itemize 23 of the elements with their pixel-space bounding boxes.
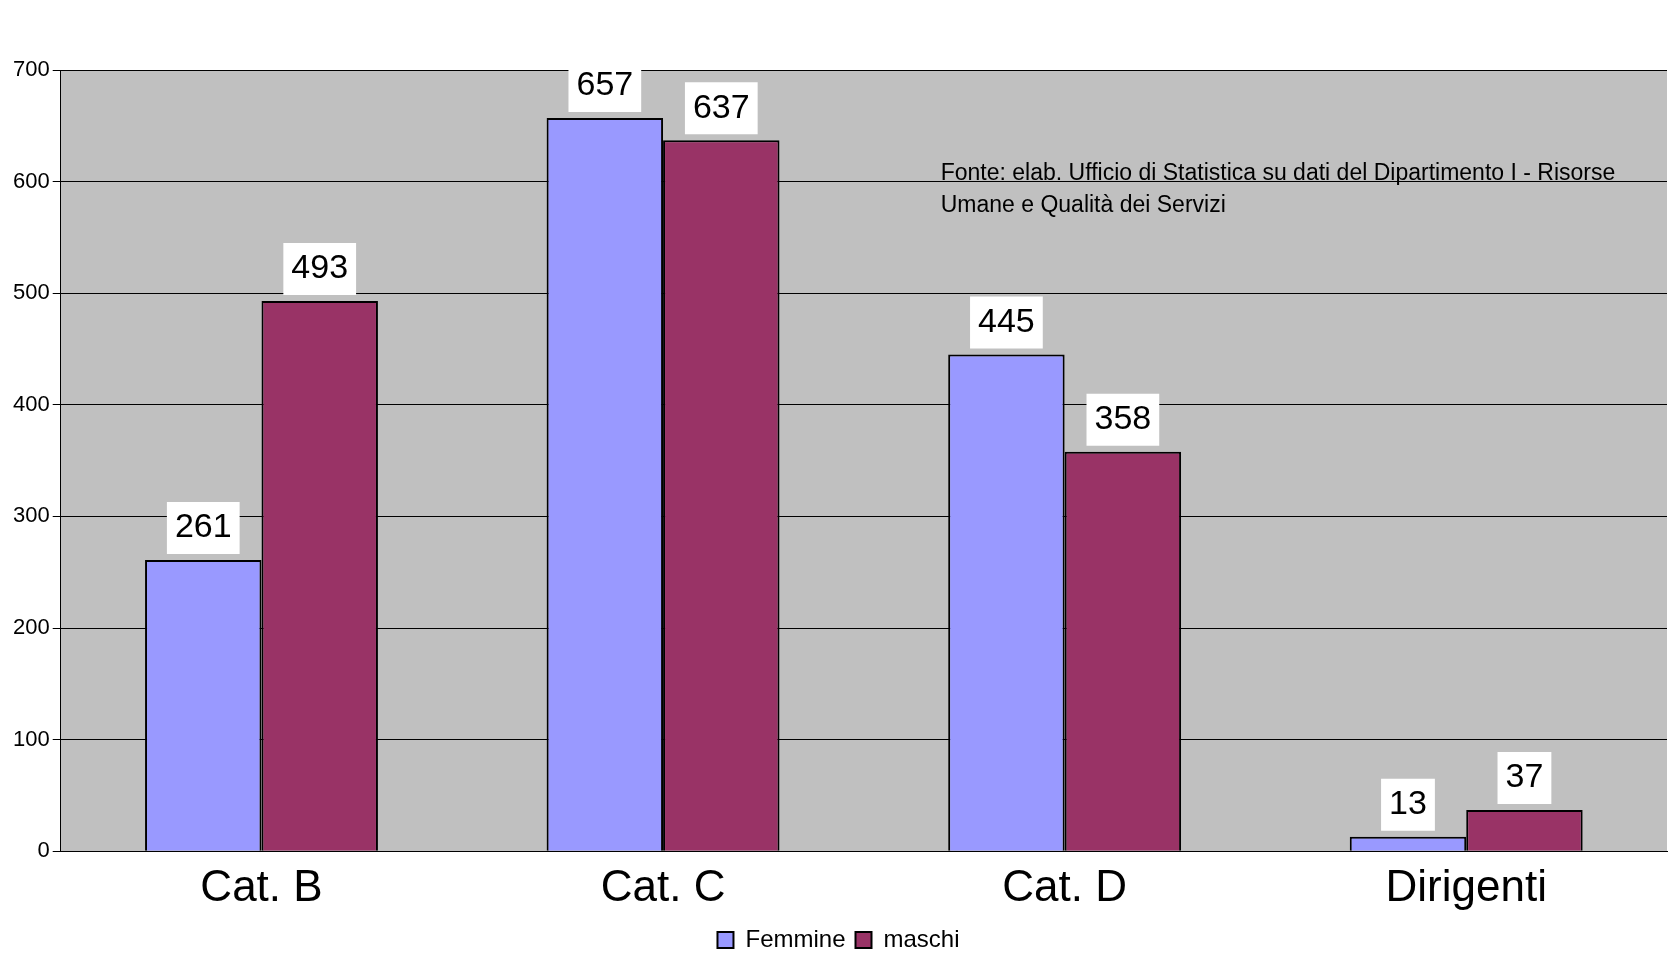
data-label: 493 [291, 247, 349, 286]
annotation: Fonte: elab. Ufficio di Statistica su dati del Dipartimento I - Risorse Umane e Qualità dei Servizi [940, 159, 1616, 217]
data-label: 261 [174, 506, 232, 545]
data-label: 13 [1389, 783, 1427, 822]
y-tick-label: 600 [12, 167, 50, 193]
data-label: 657 [576, 64, 634, 103]
data-label: 637 [692, 86, 750, 125]
data-label: 358 [1094, 398, 1152, 437]
data-label: 445 [978, 300, 1035, 339]
y-tick-label: 0 [37, 837, 50, 863]
x-tick-label: Cat. D [1002, 860, 1127, 910]
y-tick-label: 300 [12, 502, 50, 528]
y-tick-label: 100 [12, 725, 50, 751]
y-tick-label: 200 [12, 614, 50, 640]
legend-label: Femmine [745, 924, 846, 952]
y-tick-label: 500 [12, 279, 50, 305]
data-label: 37 [1505, 756, 1544, 795]
x-tick-label: Cat. C [600, 860, 726, 910]
y-tick-label: 400 [12, 390, 50, 416]
x-tick-label: Cat. B [200, 860, 323, 910]
x-tick-label: Dirigenti [1385, 860, 1547, 910]
y-tick-label: 700 [12, 56, 50, 82]
legend-label: maschi [883, 924, 960, 952]
